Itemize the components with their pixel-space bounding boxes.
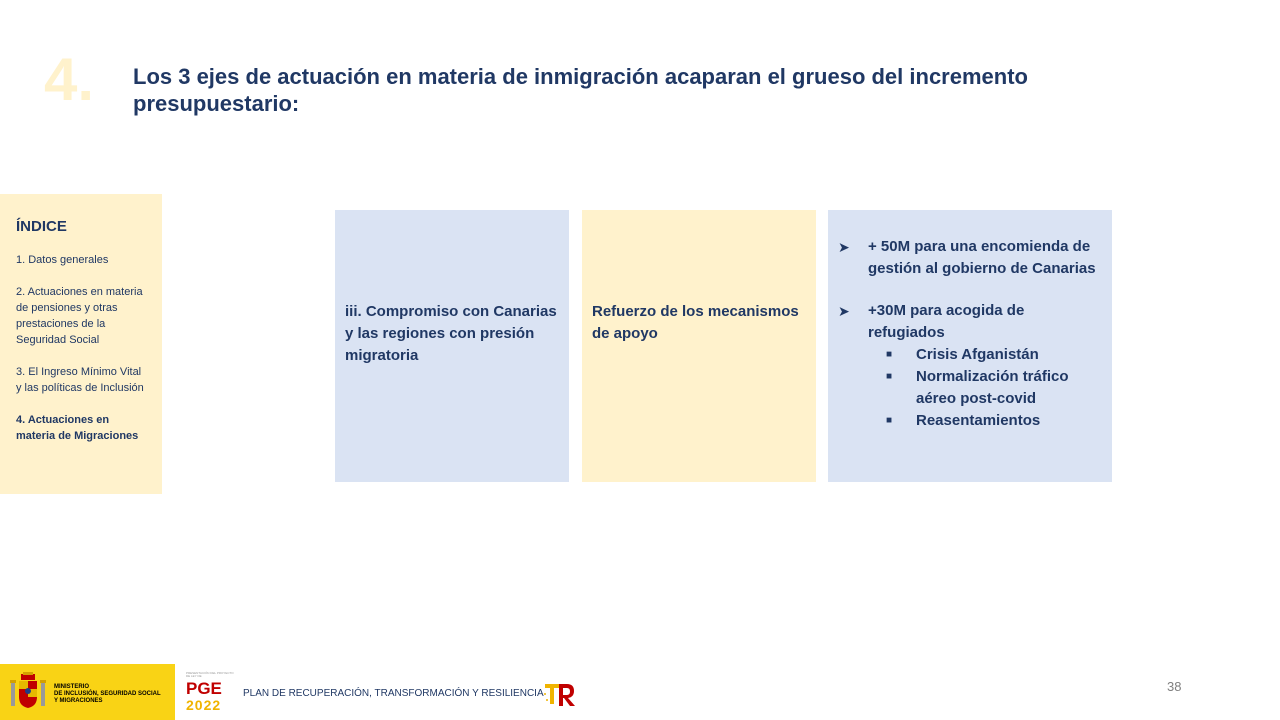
arrow-bullet-icon: ➤ [838,303,850,319]
axis-card-canarias-text: iii. Compromiso con Canarias y las regio… [345,303,557,364]
page-number: 38 [1167,679,1182,694]
index-item-ingreso-minimo[interactable]: 3. El Ingreso Mínimo Vital y las polític… [16,366,144,394]
slide-title: Los 3 ejes de actuación en materia de in… [133,64,1028,116]
pge-year: 2022 [186,697,222,713]
bullet-canarias-text: + 50M para una encomienda de gestión al … [868,238,1096,277]
axis-card-canarias: iii. Compromiso con Canarias y las regio… [335,210,569,482]
sub-bullet-item: ■ Normalización tráfico aéreo post-covid [838,366,1102,410]
ministry-line: DE INCLUSIÓN, SEGURIDAD SOCIAL [54,691,161,697]
section-number: 4. [44,46,95,113]
index-item-migraciones[interactable]: 4. Actuaciones en materia de Migraciones [16,414,139,442]
coat-of-arms-icon [10,672,46,708]
funding-bullets: ➤ + 50M para una encomienda de gestión a… [838,236,1102,432]
pge-logo: PRESENTACIÓN DEL PROYECTO DE LEY DE PGE … [186,672,236,716]
bullet-item: ➤ +30M para acogida de refugiados [838,300,1102,344]
sub-bullet-reasentamientos: Reasentamientos [916,412,1041,429]
ministry-line: Y MIGRACIONES [54,698,103,704]
ministry-logo: MINISTERIO DE INCLUSIÓN, SEGURIDAD SOCIA… [0,664,175,720]
support-mechanisms-card: Refuerzo de los mecanismos de apoyo [582,210,816,482]
recovery-plan-logo-icon [544,684,575,706]
sub-bullet-item: ■ Reasentamientos [838,410,1102,432]
square-bullet-icon: ■ [886,371,893,382]
index-title: ÍNDICE [16,218,67,235]
square-bullet-icon: ■ [886,349,893,360]
index-panel: ÍNDICE 1. Datos generales 2. Actuaciones… [0,194,162,494]
sub-bullet-item: ■ Crisis Afganistán [838,344,1102,366]
recovery-plan-label: PLAN DE RECUPERACIÓN, TRANSFORMACIÓN Y R… [243,688,544,699]
bullet-refugiados-text: +30M para acogida de refugiados [868,302,1025,341]
index-item-pensiones[interactable]: 2. Actuaciones en materia de pensiones y… [16,286,143,346]
pge-caption: PRESENTACIÓN DEL PROYECTO DE LEY DE [186,671,234,678]
index-item-datos-generales[interactable]: 1. Datos generales [16,254,109,266]
sub-bullet-trafico: Normalización tráfico aéreo post-covid [916,368,1069,407]
bullet-item: ➤ + 50M para una encomienda de gestión a… [838,236,1102,280]
pge-label: PGE [186,679,222,698]
funding-details-card: ➤ + 50M para una encomienda de gestión a… [828,210,1112,482]
arrow-bullet-icon: ➤ [838,239,850,255]
support-mechanisms-text: Refuerzo de los mecanismos de apoyo [592,303,799,342]
ministry-line: MINISTERIO [54,684,90,690]
ministry-name: MINISTERIO DE INCLUSIÓN, SEGURIDAD SOCIA… [54,684,161,705]
sub-bullet-afganistan: Crisis Afganistán [916,346,1039,363]
square-bullet-icon: ■ [886,415,893,426]
